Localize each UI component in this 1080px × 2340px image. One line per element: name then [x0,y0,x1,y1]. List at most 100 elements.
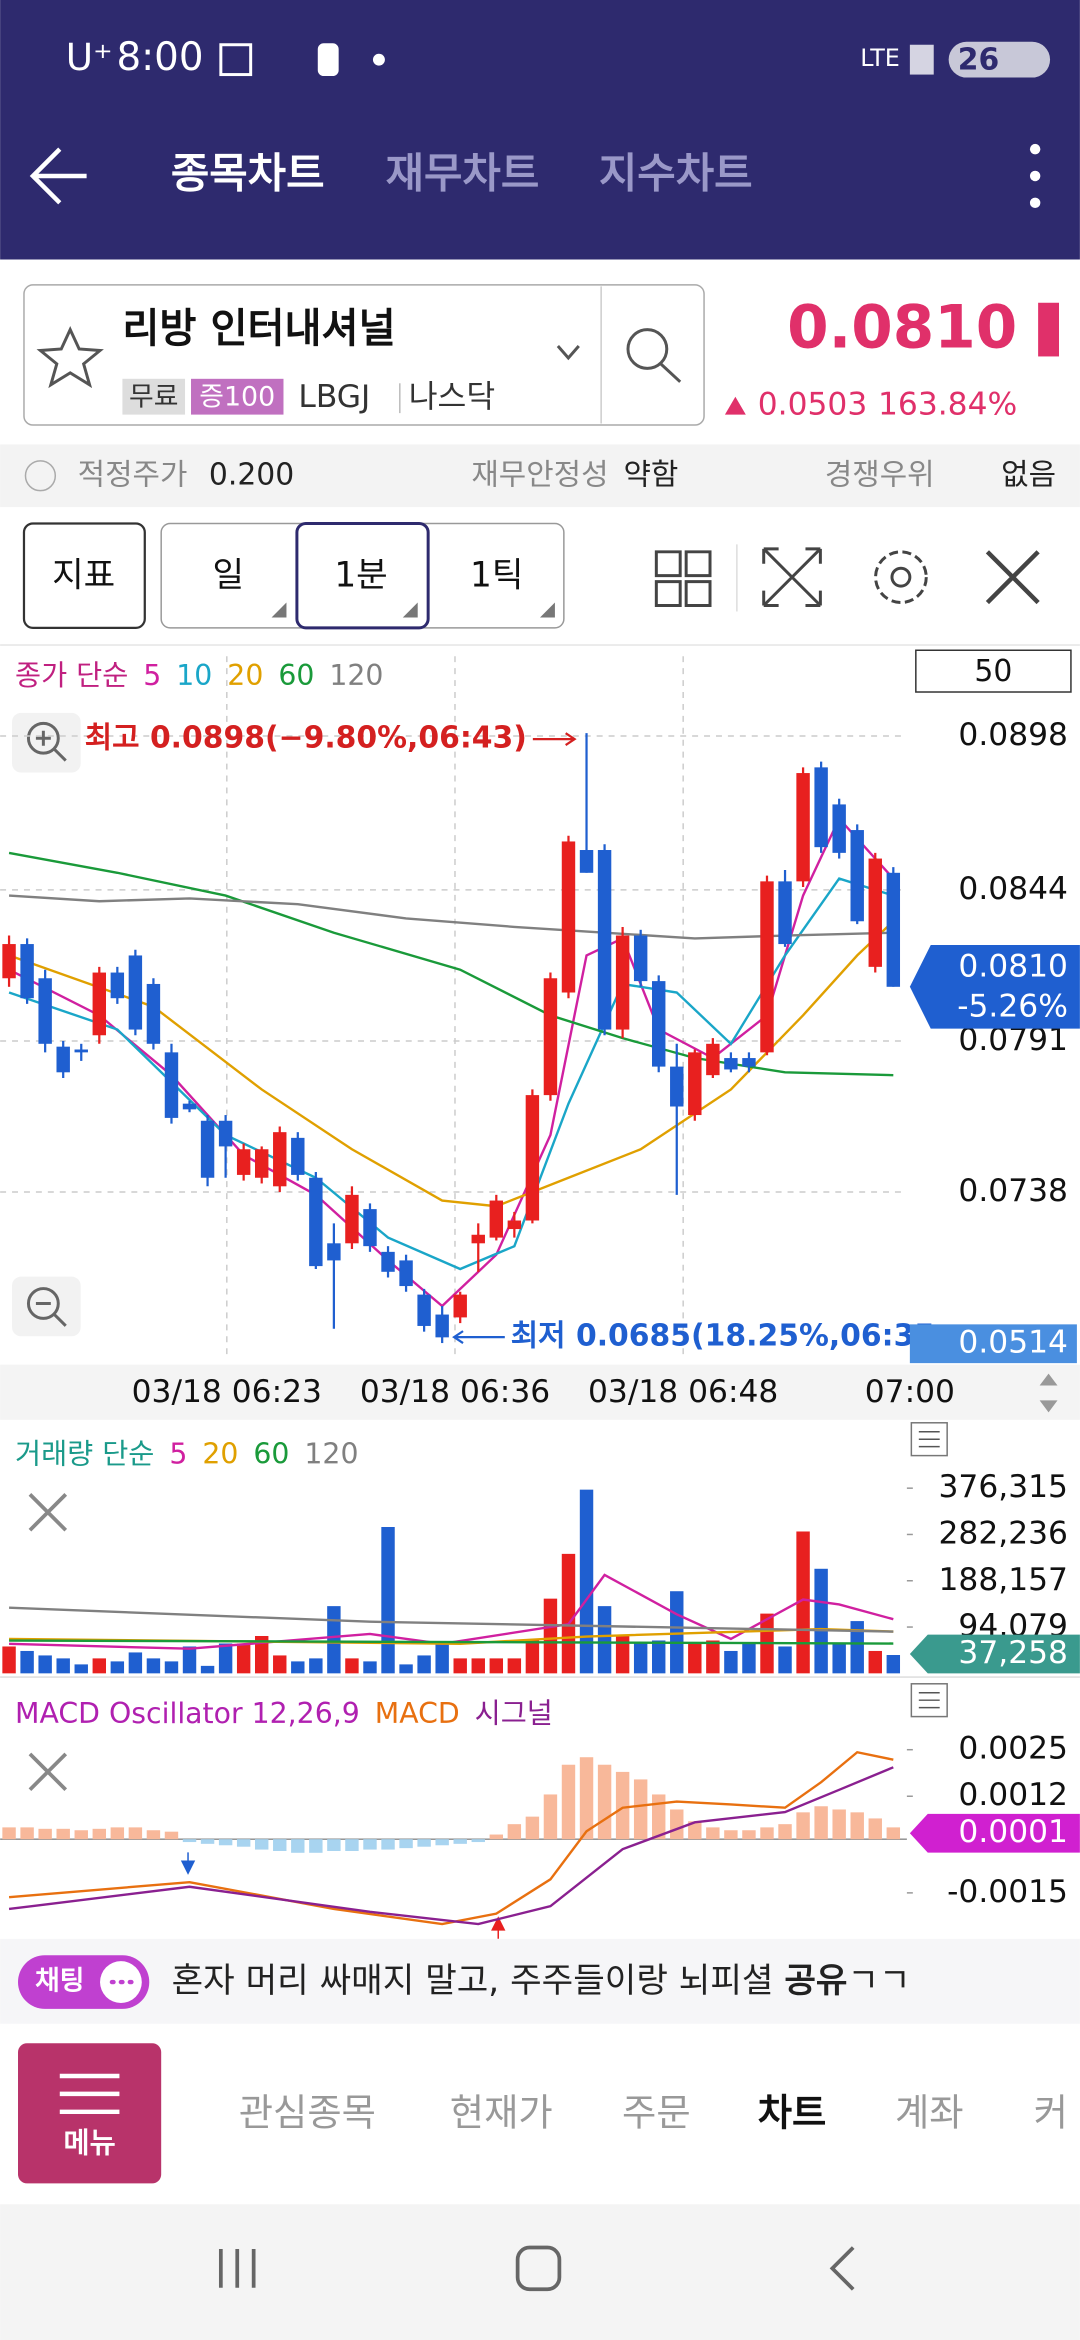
candle-body [543,978,558,1096]
more-menu[interactable] [1029,143,1041,155]
back-button[interactable] [29,147,87,205]
candle-body [164,1052,179,1118]
volume-bar [778,1646,792,1674]
menu-icon [59,2073,120,2115]
expand-button[interactable] [762,547,822,607]
candle-body [453,1294,467,1318]
tab-active[interactable]: 종목차트 [171,148,325,197]
more-menu [1029,197,1041,209]
home-button[interactable] [515,2245,562,2292]
candle-body [74,1049,88,1053]
y-tick-label: 0.0738 [958,1173,1068,1209]
count-box[interactable] [915,649,1072,693]
chat-banner[interactable] [0,1938,1080,2024]
legend-item: 120 [329,659,383,692]
candle-body [850,830,864,922]
back-system-button[interactable] [829,2246,855,2291]
close-pane[interactable] [28,1752,68,1791]
nav-item[interactable]: 관심종목 [239,2090,376,2134]
tab[interactable]: 지수차트 [599,148,753,197]
volume-bar [110,1661,125,1674]
zoom-out-bg[interactable] [12,1276,81,1337]
osc-bar [254,1839,269,1850]
osc-bar [38,1828,52,1840]
close-pane[interactable] [28,1493,68,1532]
volume-bar [453,1658,467,1674]
price-bar [1038,302,1060,357]
scroll-arrows[interactable] [1039,1373,1058,1413]
candle-body [146,983,161,1044]
zoom-in [26,721,60,755]
legend-item: 시그널 [475,1697,553,1730]
volume-bar [218,1643,233,1674]
toolbar-label: 지표 [52,556,115,596]
volume-bar [724,1650,738,1674]
dropdown[interactable] [556,345,580,361]
tools-button[interactable] [985,550,1040,605]
toolbar-label[interactable]: 1분 [334,556,387,596]
y-tick-label: 376,315 [939,1469,1068,1505]
period-selected[interactable] [295,521,430,630]
osc-bar [543,1794,558,1840]
help-icon[interactable] [24,460,57,492]
indicator-button[interactable] [22,522,146,629]
volume-bar [886,1655,901,1674]
candle-body [868,858,882,967]
nav-item[interactable]: 주문 [622,2090,691,2134]
osc-bar [760,1827,774,1840]
osc-bar [796,1812,810,1840]
candle-body [363,1209,377,1247]
candle-body [218,1120,233,1147]
osc-bar [417,1839,431,1847]
info-label: 경쟁우위 [825,457,935,492]
toolbar-label[interactable]: 일 [213,556,245,596]
osc-bar [273,1839,287,1852]
info-label: 적정주가 [78,457,188,492]
volume-bar [182,1646,197,1674]
layout-button[interactable] [654,550,712,607]
zoom-in-bg[interactable] [12,712,81,773]
volume-bar [561,1553,576,1674]
info-value: 없음 [1001,457,1056,492]
candle-body [633,935,648,982]
favorite-star[interactable] [36,326,104,389]
x-tick-label: 03/18 06:36 [360,1374,550,1410]
nav-item[interactable]: 커 [1034,2090,1068,2134]
nav-item[interactable]: 현재가 [450,2090,553,2134]
volume-bar [868,1650,882,1674]
line-series [8,1766,894,1926]
candle-body [200,1120,215,1178]
pane-menu[interactable] [910,1422,948,1457]
nav-item-active[interactable]: 차트 [758,2090,827,2134]
info-label: 재무안정성 [471,457,608,492]
settings-core [890,566,912,588]
status-icon [219,43,253,77]
chat-text: 혼자 머리 싸매지 말고, 주주들이랑 뇌피셜 공유ㄱㄱ [172,1961,911,2001]
stock-name: 리방 인터내셔널 [122,306,395,352]
volume-bar [742,1643,756,1674]
toolbar-label[interactable]: 1틱 [470,556,523,596]
search-button[interactable] [626,328,669,370]
volume-bar [291,1661,305,1674]
candle-body [507,1220,522,1230]
tag: 증100 [199,382,275,413]
nav-item[interactable]: 계좌 [895,2090,964,2134]
price-change-pct: 163.84% [878,387,1017,423]
legend-item: 120 [304,1438,358,1471]
legend-item: 5 [169,1438,187,1471]
recents-button[interactable] [218,2249,256,2288]
tab[interactable]: 재무차트 [386,148,540,197]
low-arrow [452,1330,505,1344]
settings-button[interactable] [874,550,928,605]
volume-bar [236,1643,251,1674]
volume-bar [74,1664,88,1674]
info-value: 약함 [624,457,679,492]
osc-bar [164,1831,179,1840]
legend-label: 거래량 단순 [15,1438,154,1471]
header-bg [0,0,1080,260]
osc-bar [56,1828,70,1840]
volume-bar [56,1658,70,1674]
volume-bar [381,1527,395,1674]
osc-bar [92,1828,107,1840]
osc-bar [561,1764,576,1840]
